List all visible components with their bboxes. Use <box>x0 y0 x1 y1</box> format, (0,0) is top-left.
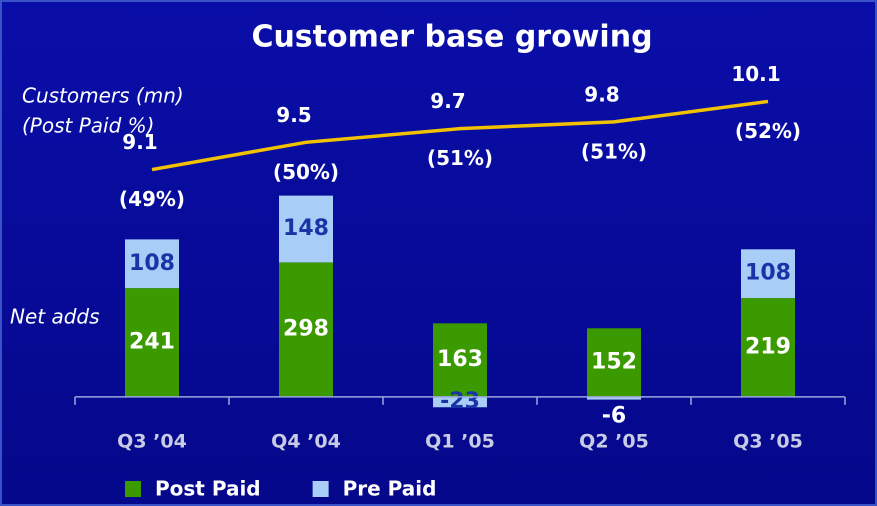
share-label: (50%) <box>273 160 339 184</box>
bar-segment <box>125 239 179 289</box>
bar-segment <box>433 396 487 408</box>
legend-swatch <box>125 481 141 497</box>
legend-label: Post Paid <box>155 477 261 501</box>
bar-segment <box>741 249 795 299</box>
x-tick-label: Q2 ’05 <box>579 431 649 453</box>
line-label: 9.5 <box>276 103 311 127</box>
legend-swatch <box>312 481 329 497</box>
line-label: 9.8 <box>584 82 619 106</box>
legend-label: Pre Paid <box>343 477 437 501</box>
line <box>151 99 769 172</box>
bar-segment <box>433 323 487 397</box>
data-label: 219 <box>745 334 791 359</box>
share-label: (51%) <box>581 139 647 163</box>
data-label: 108 <box>745 261 791 286</box>
share-label: (51%) <box>427 146 493 170</box>
bar-segment <box>587 328 641 397</box>
data-label: 148 <box>283 216 329 241</box>
annotation: (Post Paid %) <box>22 114 154 138</box>
data-label: 152 <box>591 350 637 375</box>
bar-segment <box>279 195 333 263</box>
data-label: 298 <box>283 317 329 342</box>
line-label: 9.7 <box>430 89 465 113</box>
share-label: (52%) <box>735 119 801 143</box>
share-label: (49%) <box>119 187 185 211</box>
annotation: Net adds <box>10 305 100 329</box>
x-tick-label: Q4 ’04 <box>271 431 341 453</box>
bar-segment <box>279 262 333 397</box>
chart-title: Customer base growing <box>251 20 652 55</box>
data-label: -23 <box>440 389 480 414</box>
data-label: -6 <box>602 404 626 429</box>
bar-segment <box>125 288 179 397</box>
bar-segment <box>587 396 641 400</box>
annotation: Customers (mn) <box>22 84 184 108</box>
bar-segment <box>741 298 795 397</box>
x-tick-label: Q3 ’04 <box>117 431 187 453</box>
data-label: 108 <box>129 251 175 276</box>
line-label: 10.1 <box>731 62 780 86</box>
x-tick-label: Q3 ’05 <box>733 431 803 453</box>
data-label: 163 <box>437 347 483 372</box>
line-label: 9.1 <box>122 130 157 154</box>
data-label: 241 <box>129 329 175 354</box>
x-tick-label: Q1 ’05 <box>425 431 495 453</box>
